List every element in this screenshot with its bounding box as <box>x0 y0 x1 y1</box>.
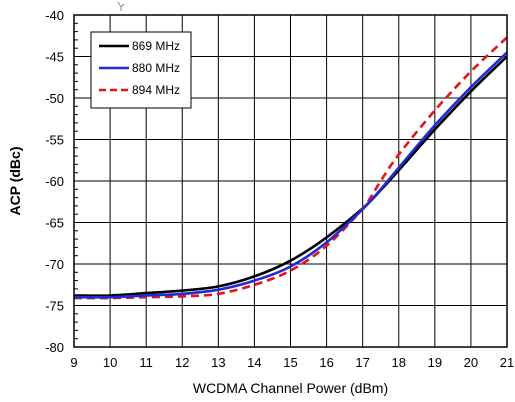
x-tick-label: 14 <box>247 355 261 370</box>
legend-label: 869 MHz <box>132 39 180 53</box>
tick-labels: 9 10 11 12 13 14 15 16 17 18 19 20 21 -80 -75 -70 -65 -60… <box>45 8 514 370</box>
y-tick-label: -70 <box>45 257 64 272</box>
legend-label: 894 MHz <box>132 83 180 97</box>
x-tick-label: 10 <box>103 355 117 370</box>
y-tick-label: -75 <box>45 299 64 314</box>
legend-box <box>90 31 192 109</box>
legend: 869 MHz 880 MHz 894 MHz <box>90 31 192 109</box>
y-tick-label: -45 <box>45 50 64 65</box>
x-tick-label: 11 <box>139 355 153 370</box>
x-tick-label: 20 <box>464 355 478 370</box>
stray-pen-mark <box>117 1 125 11</box>
plot-area-frame <box>73 14 508 348</box>
y-tick-label: -55 <box>45 133 64 148</box>
x-tick-label: 9 <box>70 355 77 370</box>
y-tick-label: -65 <box>45 216 64 231</box>
y-tick-label: -50 <box>45 91 64 106</box>
series-lines <box>73 36 508 300</box>
y-axis-title: ACP (dBc) <box>7 147 23 216</box>
grid-lines <box>74 15 507 347</box>
x-tick-label: 13 <box>211 355 225 370</box>
x-axis-title: WCDMA Channel Power (dBm) <box>193 380 388 396</box>
x-tick-label: 19 <box>428 355 442 370</box>
x-tick-label: 21 <box>500 355 514 370</box>
y-tick-label: -80 <box>45 340 64 355</box>
series-line-880-mhz <box>73 51 508 299</box>
series-line-894-mhz <box>73 36 508 300</box>
legend-label: 880 MHz <box>132 61 180 75</box>
x-tick-label: 17 <box>355 355 369 370</box>
x-tick-label: 15 <box>283 355 297 370</box>
y-tick-label: -40 <box>45 8 64 23</box>
x-tick-label: 16 <box>319 355 333 370</box>
y-tick-label: -60 <box>45 174 64 189</box>
x-tick-label: 18 <box>392 355 406 370</box>
series-line-869-mhz <box>73 55 508 298</box>
x-tick-label: 12 <box>175 355 189 370</box>
